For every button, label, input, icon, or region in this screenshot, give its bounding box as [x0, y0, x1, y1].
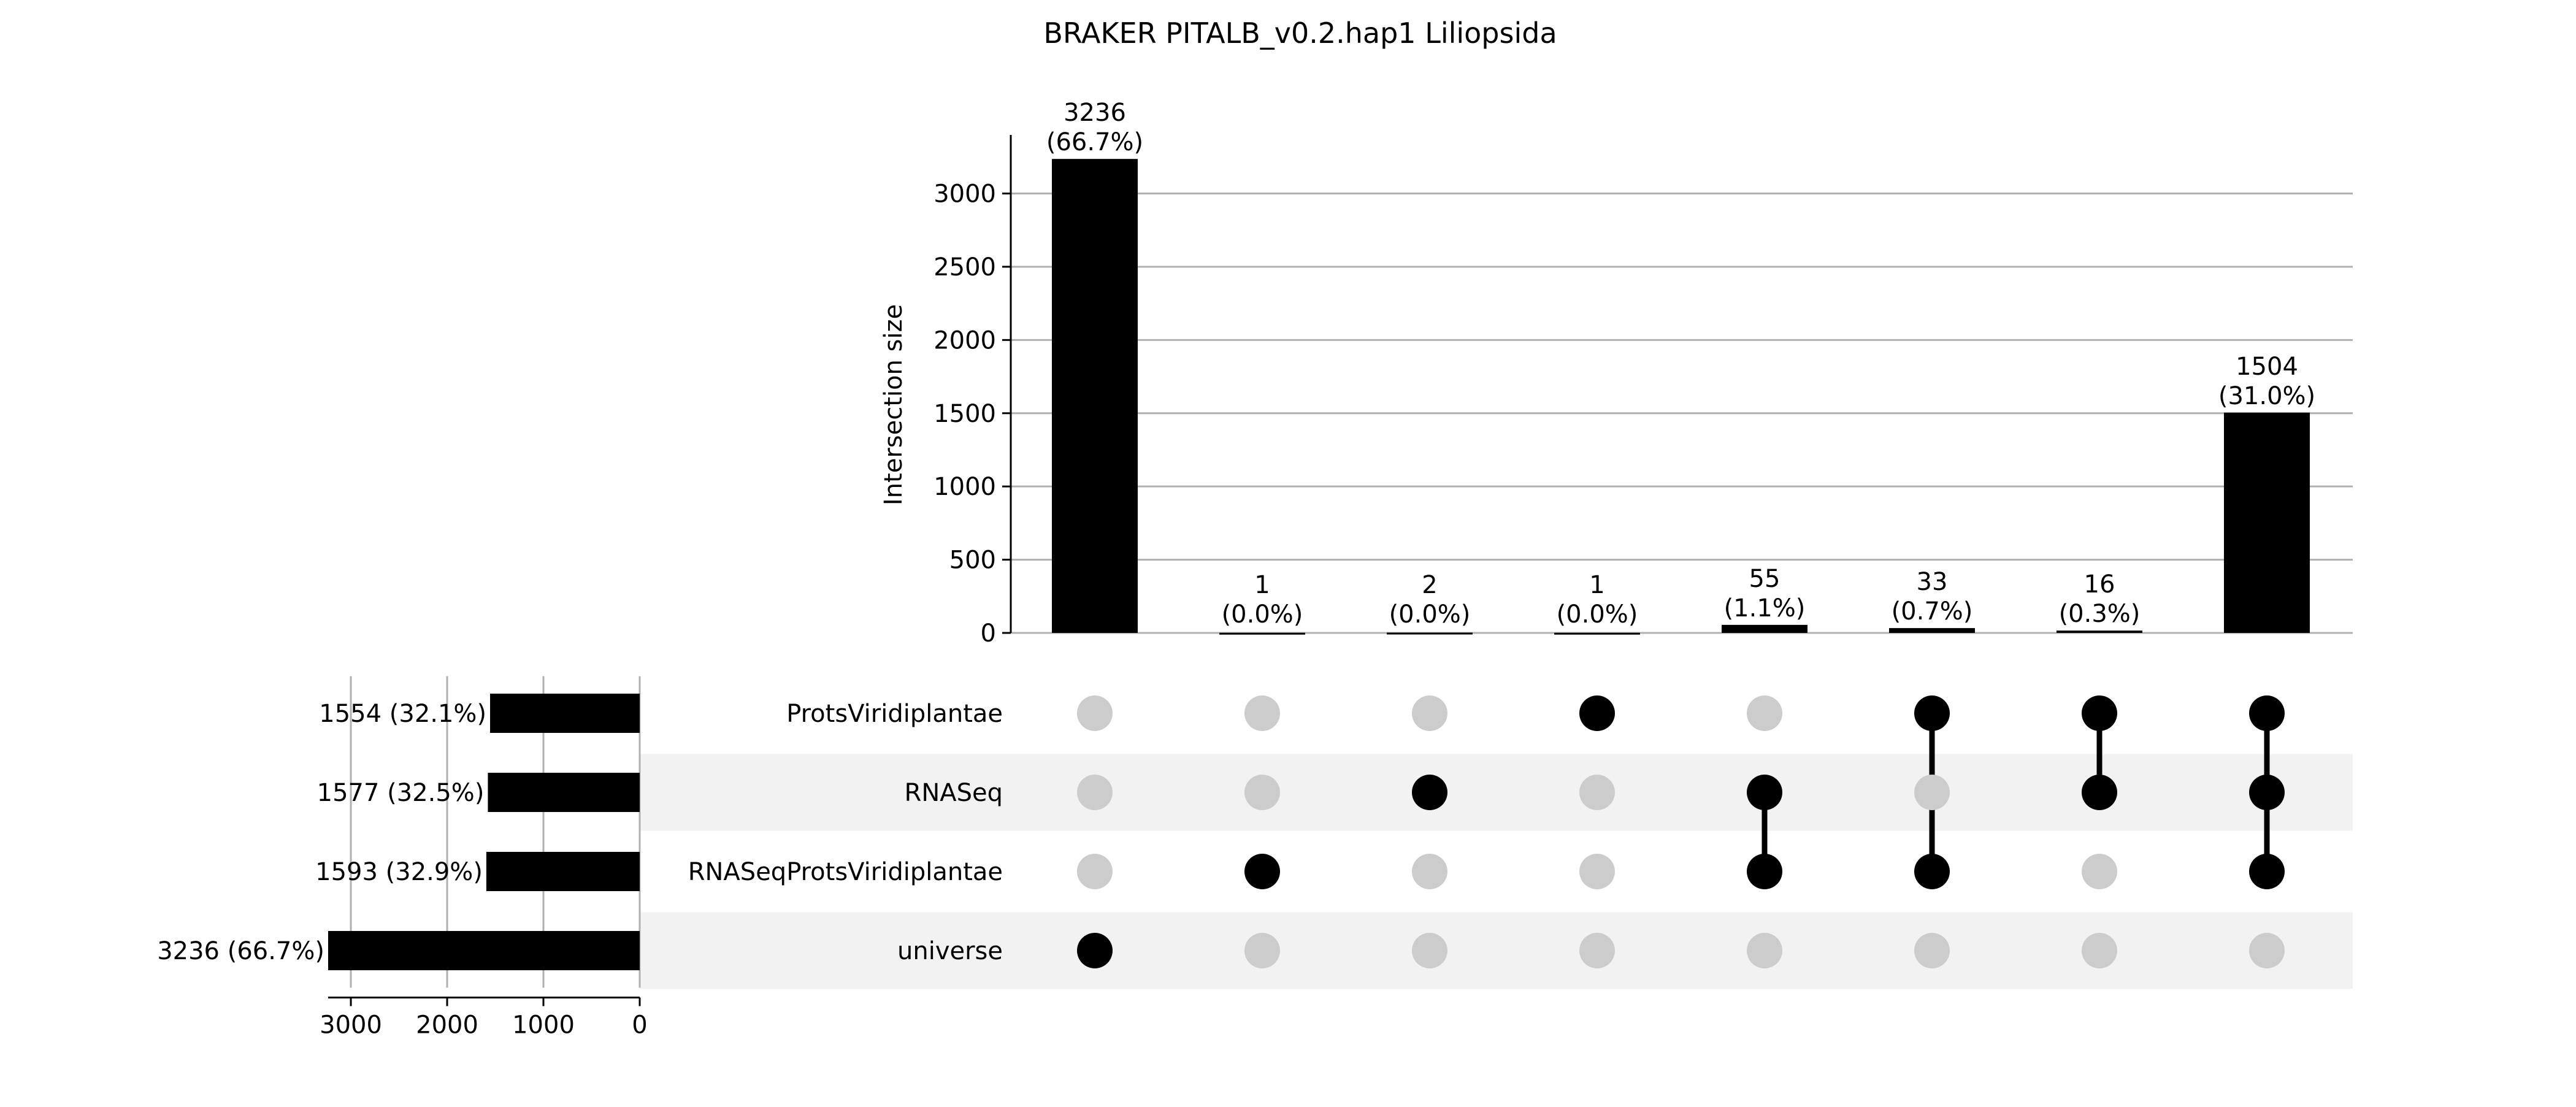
set-name-label: universe: [897, 937, 1003, 965]
membership-dot-inactive: [1579, 775, 1615, 810]
intersection-bar: [2224, 412, 2310, 633]
membership-dot-inactive: [1579, 854, 1615, 889]
membership-dot-inactive: [1244, 775, 1280, 810]
membership-dot-inactive: [2082, 933, 2117, 968]
y-tick-label: 1500: [933, 400, 996, 428]
membership-dot-active: [1747, 775, 1782, 810]
membership-dot-active: [2249, 775, 2285, 810]
bar-count-label: 1: [1254, 571, 1270, 599]
set-size-tick-label: 3000: [320, 1011, 382, 1040]
membership-dot-active: [1077, 933, 1113, 968]
membership-dot-active: [1579, 695, 1615, 731]
membership-dot-active: [1914, 695, 1950, 731]
membership-dot-inactive: [1747, 695, 1782, 731]
membership-dot-inactive: [1412, 933, 1447, 968]
membership-dot-inactive: [1077, 775, 1113, 810]
membership-dot-inactive: [1077, 854, 1113, 889]
bar-percent-label: (0.3%): [2059, 600, 2141, 628]
y-tick-label: 1000: [933, 473, 996, 501]
membership-dot-active: [1914, 854, 1950, 889]
set-size-bar: [490, 694, 640, 733]
set-size-tick-label: 2000: [416, 1011, 478, 1040]
matrix-stripe: [640, 754, 2353, 831]
y-tick-label: 2000: [933, 326, 996, 354]
set-size-bar: [486, 852, 640, 891]
set-size-label: 1577 (32.5%): [317, 779, 485, 807]
membership-dot-inactive: [1412, 695, 1447, 731]
membership-dot-inactive: [2082, 854, 2117, 889]
membership-dot-active: [1747, 854, 1782, 889]
bar-count-label: 1: [1589, 571, 1604, 599]
membership-dot-inactive: [1412, 854, 1447, 889]
membership-dot-inactive: [1914, 775, 1950, 810]
y-axis-label: Intersection size: [880, 304, 908, 505]
y-tick-label: 0: [981, 619, 996, 648]
membership-dot-active: [2249, 854, 2285, 889]
intersection-bar: [1722, 624, 1807, 633]
intersection-bar: [1219, 632, 1305, 635]
bar-count-label: 16: [2084, 570, 2115, 599]
membership-dot-active: [2082, 775, 2117, 810]
set-size-bars: 1554 (32.1%) 1577 (32.5%) 1593 (32.9%) 3236…: [157, 676, 648, 1040]
set-size-label: 1593 (32.9%): [315, 858, 483, 886]
membership-dot-inactive: [1244, 695, 1280, 731]
set-size-label: 3236 (66.7%): [157, 937, 324, 965]
set-names: ProtsViridiplantae RNASeq RNASeqProtsVirid…: [688, 700, 1003, 965]
set-size-tick-label: 1000: [512, 1011, 575, 1040]
y-tick-label: 2500: [933, 253, 996, 282]
membership-dot-active: [2082, 695, 2117, 731]
set-size-bar: [488, 773, 640, 812]
set-size-bar: [328, 931, 640, 970]
membership-dot-inactive: [1747, 933, 1782, 968]
intersection-bar: [1387, 632, 1473, 635]
matrix-stripe: [640, 912, 2353, 989]
membership-dot-active: [1412, 775, 1447, 810]
y-tick-label: 3000: [933, 180, 996, 209]
set-name-label: RNASeqProtsViridiplantae: [688, 858, 1003, 886]
intersection-bar: [2057, 630, 2142, 633]
membership-dot-inactive: [1077, 695, 1113, 731]
intersection-bar: [1554, 632, 1640, 635]
bar-percent-label: (1.1%): [1724, 594, 1806, 622]
bar-count-label: 3236: [1064, 99, 1126, 127]
intersection-bars: (66.7%)3236(0.0%)1(0.0%)2(0.0%)1(1.1%)55…: [1046, 99, 2315, 635]
bar-percent-label: (0.7%): [1892, 597, 1973, 626]
set-name-label: RNASeq: [905, 779, 1003, 807]
set-name-label: ProtsViridiplantae: [786, 700, 1003, 728]
membership-dot-inactive: [1244, 933, 1280, 968]
set-size-label: 1554 (32.1%): [319, 700, 486, 728]
matrix-stripes: [640, 754, 2353, 989]
membership-dot-active: [1244, 854, 1280, 889]
set-size-tick-label: 0: [632, 1011, 647, 1040]
gridlines: [1011, 193, 2353, 634]
chart-title: BRAKER PITALB_v0.2.hap1 Liliopsida: [1043, 17, 1557, 50]
bar-count-label: 55: [1749, 565, 1781, 593]
bar-percent-label: (66.7%): [1046, 128, 1143, 156]
y-tick-label: 500: [949, 546, 996, 575]
membership-dot-inactive: [1579, 933, 1615, 968]
membership-matrix: [1077, 695, 2285, 968]
y-axis: 0 500 1000 1500 2000 2500 3000: [933, 135, 1012, 648]
intersection-bar: [1052, 159, 1138, 633]
membership-dot-inactive: [2249, 933, 2285, 968]
intersection-bar: [1889, 628, 1975, 633]
membership-dot-active: [2249, 695, 2285, 731]
bar-count-label: 1504: [2236, 353, 2298, 381]
bar-percent-label: (0.0%): [1557, 600, 1638, 629]
bar-percent-label: (31.0%): [2218, 382, 2315, 410]
bar-count-label: 33: [1917, 568, 1948, 596]
bar-count-label: 2: [1422, 571, 1437, 599]
bar-percent-label: (0.0%): [1222, 600, 1303, 629]
bar-percent-label: (0.0%): [1389, 600, 1471, 629]
membership-dot-inactive: [1914, 933, 1950, 968]
